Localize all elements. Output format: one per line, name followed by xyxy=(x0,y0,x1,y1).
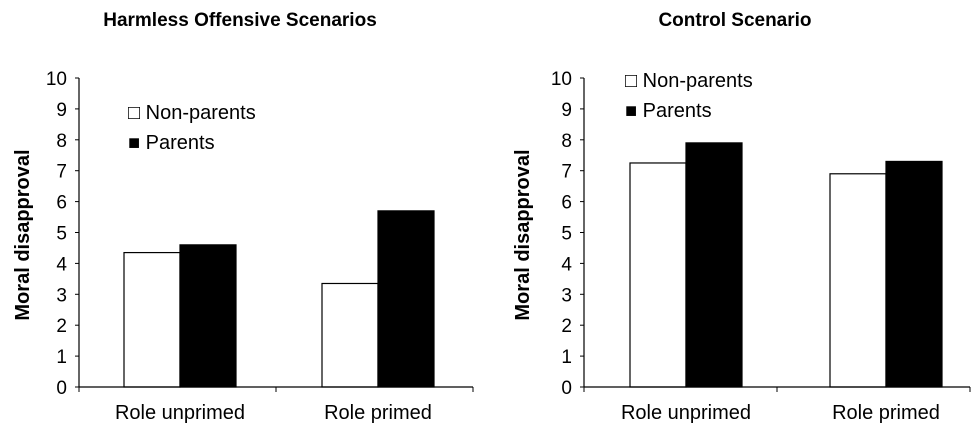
legend-label-parents: Parents xyxy=(146,132,215,154)
x-tick-labels: Role unprimed Role primed xyxy=(621,402,940,424)
x-tick-label: Role primed xyxy=(832,402,940,424)
y-tick-labels: 0 1 2 3 4 5 6 7 8 9 10 xyxy=(46,69,68,399)
y-axis-label: Moral disapproval xyxy=(12,149,34,320)
bar-non-parents-role-unprimed xyxy=(629,162,687,388)
x-tick-labels: Role unprimed Role primed xyxy=(115,402,432,424)
legend-item-parents: ■ Parents xyxy=(625,100,712,122)
y-tick-label: 10 xyxy=(551,69,572,90)
y-tick-label: 9 xyxy=(561,100,572,121)
legend-item-non-parents: □ Non-parents xyxy=(128,102,256,124)
chart-control-scenario: Control Scenario Moral disapproval 0 1 2 3 4… xyxy=(512,10,971,424)
bar-parents-role-unprimed xyxy=(685,142,743,388)
bar-non-parents-role-primed xyxy=(321,282,379,388)
legend-label-non-parents: Non-parents xyxy=(643,70,753,92)
bar-non-parents-role-primed xyxy=(829,173,887,388)
x-tick-label: Role unprimed xyxy=(115,402,245,424)
bar-parents-role-unprimed xyxy=(179,244,237,388)
y-tick-label: 1 xyxy=(56,347,67,368)
y-tick-label: 5 xyxy=(561,224,572,245)
legend-item-non-parents: □ Non-parents xyxy=(625,70,753,92)
chart-harmless-offensive: Harmless Offensive Scenarios Moral disap… xyxy=(12,10,474,424)
y-tick-label: 6 xyxy=(56,193,67,214)
legend-marker-parents: ■ xyxy=(625,100,637,122)
bars xyxy=(123,210,435,388)
legend-marker-parents: ■ xyxy=(128,132,140,154)
y-tick-label: 4 xyxy=(56,254,67,275)
legend: □ Non-parents ■ Parents xyxy=(128,102,256,154)
y-tick-label: 2 xyxy=(56,316,67,337)
chart-title: Control Scenario xyxy=(658,10,811,31)
y-tick-label: 9 xyxy=(56,100,67,121)
y-tick-label: 7 xyxy=(56,162,67,183)
y-tick-label: 1 xyxy=(561,347,572,368)
y-tick-label: 10 xyxy=(46,69,67,90)
legend-marker-non-parents: □ xyxy=(128,102,140,124)
bar-non-parents-role-unprimed xyxy=(123,251,181,388)
bars xyxy=(629,142,943,388)
y-tick-label: 0 xyxy=(561,378,572,399)
y-axis-label: Moral disapproval xyxy=(512,149,534,320)
bar-parents-role-primed xyxy=(885,160,943,388)
y-tick-label: 8 xyxy=(56,131,67,152)
legend: □ Non-parents ■ Parents xyxy=(625,70,753,122)
legend-marker-non-parents: □ xyxy=(625,70,637,92)
bar-parents-role-primed xyxy=(377,210,435,388)
y-tick-label: 6 xyxy=(561,193,572,214)
x-tick-label: Role primed xyxy=(324,402,432,424)
y-tick-label: 4 xyxy=(561,254,572,275)
y-tick-label: 8 xyxy=(561,131,572,152)
legend-label-parents: Parents xyxy=(643,100,712,122)
y-tick-label: 2 xyxy=(561,316,572,337)
legend-label-non-parents: Non-parents xyxy=(146,102,256,124)
legend-item-parents: ■ Parents xyxy=(128,132,215,154)
y-tick-label: 0 xyxy=(56,378,67,399)
y-tick-label: 5 xyxy=(56,224,67,245)
axes xyxy=(580,77,971,392)
y-tick-label: 3 xyxy=(56,285,67,306)
y-tick-label: 3 xyxy=(561,285,572,306)
x-tick-label: Role unprimed xyxy=(621,402,751,424)
axes xyxy=(75,77,474,392)
y-tick-labels: 0 1 2 3 4 5 6 7 8 9 10 xyxy=(551,69,573,399)
y-tick-label: 7 xyxy=(561,162,572,183)
chart-title: Harmless Offensive Scenarios xyxy=(103,10,377,31)
